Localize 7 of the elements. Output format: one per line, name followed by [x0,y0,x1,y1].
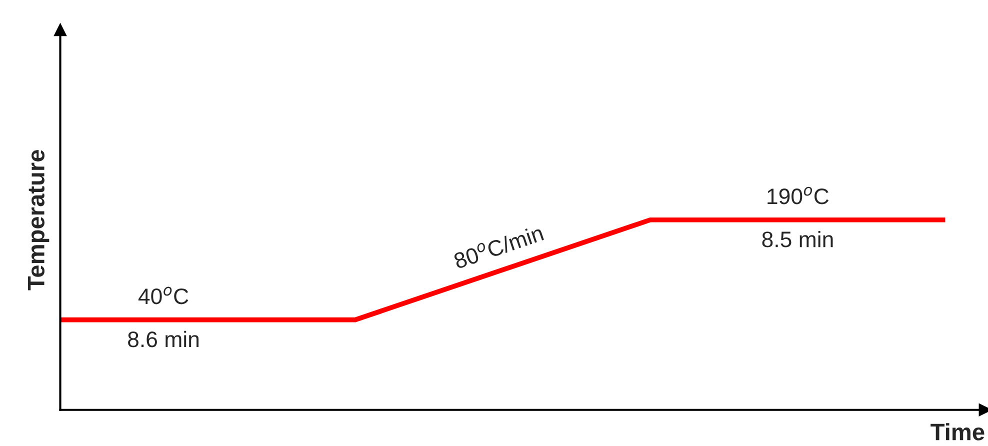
annotation: 8.6 min [128,330,199,348]
annotation: 40$^{o}$C [138,286,188,304]
text: 190$^{o}$C [768,186,829,204]
annotation: 80$^{o}$C/min [452,223,544,270]
annotation: 8.5 min [762,230,833,248]
x-axis-title: Time [930,423,984,440]
y-axis-title: Temperature [28,150,50,290]
